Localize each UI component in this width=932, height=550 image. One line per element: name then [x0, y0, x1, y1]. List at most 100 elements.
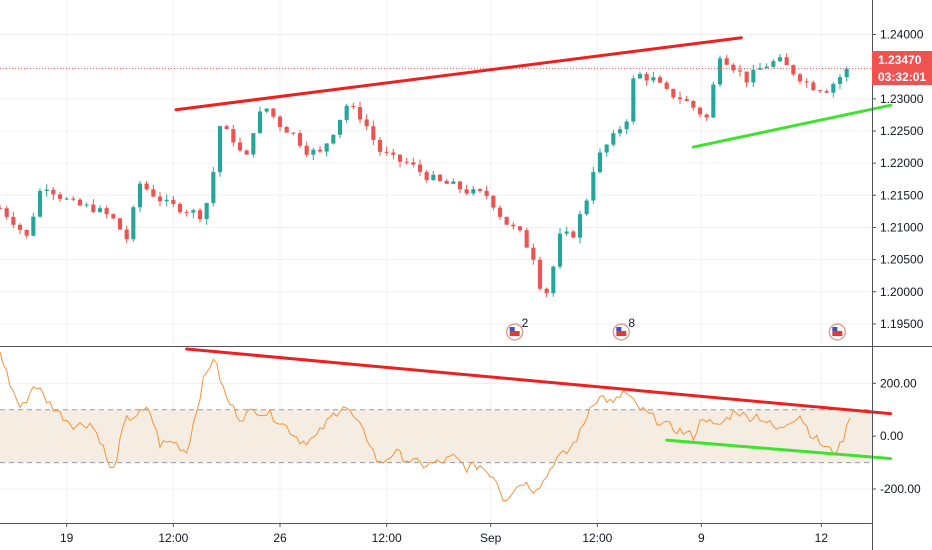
candle-body — [684, 99, 689, 102]
candle-body — [597, 152, 603, 173]
cci-line — [0, 351, 851, 502]
candle-body — [77, 199, 83, 206]
candle-body — [751, 69, 756, 83]
candle-body — [197, 210, 203, 220]
candle-body — [191, 210, 196, 213]
candle-body — [337, 119, 343, 135]
y-tick-label: 1.19500 — [880, 317, 924, 331]
candle-body — [424, 171, 429, 181]
candle-body — [744, 71, 749, 83]
y-tick-label: 1.22500 — [880, 124, 924, 138]
candle-body — [11, 216, 16, 225]
candle-body — [391, 152, 396, 155]
candle-body — [271, 108, 276, 117]
y-tick-label: 1.21000 — [880, 220, 924, 234]
y-tick-label: -200.00 — [880, 482, 921, 496]
candle-body — [524, 230, 529, 248]
y-tick-label: 1.24000 — [880, 28, 924, 42]
candle-body — [364, 119, 369, 127]
candle-body — [804, 81, 809, 83]
candle-body — [824, 91, 829, 93]
price-tag-value: 1.23470 — [878, 53, 922, 67]
candle-body — [351, 105, 356, 107]
x-tick-label: Sep — [480, 531, 502, 545]
candle-body — [844, 68, 849, 78]
candle-body — [204, 203, 209, 220]
candle-body — [624, 121, 629, 130]
candle-body — [291, 132, 296, 134]
cci-resistance-trendline[interactable] — [185, 347, 893, 416]
y-tick-label: 1.23000 — [880, 92, 924, 106]
flag-canton — [509, 327, 515, 331]
candle-body — [17, 224, 23, 230]
candle-body — [784, 57, 789, 66]
candle-body — [664, 82, 669, 89]
candle-body — [44, 189, 49, 191]
cci-series — [0, 351, 851, 502]
event-badge-count: 8 — [628, 316, 635, 330]
candle-body — [97, 208, 103, 212]
x-tick-label: 12:00 — [582, 531, 612, 545]
cci-support-trendline[interactable] — [665, 438, 893, 461]
candle-body — [604, 144, 609, 153]
candle-body — [151, 189, 156, 197]
x-tick-label: 26 — [273, 531, 287, 545]
candle-body — [297, 133, 303, 146]
y-tick-label: 1.20500 — [880, 253, 924, 267]
price-resistance-trendline[interactable] — [174, 36, 743, 112]
candle-body — [451, 181, 456, 184]
candle-body — [791, 65, 796, 75]
candle-body — [0, 208, 3, 210]
candle-body — [124, 229, 129, 240]
candle-body — [557, 233, 563, 267]
candle-body — [411, 162, 416, 165]
candle-body — [371, 126, 376, 140]
candle-body — [477, 189, 483, 191]
candle-body — [184, 212, 189, 214]
countdown-tag-value: 03:32:01 — [878, 70, 926, 84]
candle-body — [131, 207, 136, 240]
chart-grid — [0, 0, 872, 522]
candle-body — [491, 195, 496, 208]
x-tick-label: 12 — [815, 531, 829, 545]
candle-body — [331, 134, 336, 144]
trendlines[interactable] — [174, 36, 893, 461]
candle-body — [697, 107, 703, 115]
candle-body — [764, 66, 769, 69]
candle-body — [311, 149, 316, 155]
price-axis-labels: 1.19500 1.20000 1.20500 1.21000 1.21500 1.220… — [872, 28, 924, 496]
candle-body — [631, 78, 636, 122]
candle-body — [71, 198, 76, 200]
candle-body — [737, 70, 743, 72]
candle-body — [111, 214, 116, 219]
candle-body — [137, 183, 143, 208]
flag-stripes — [832, 331, 843, 336]
candle-body — [637, 73, 643, 79]
candle-body — [711, 84, 716, 118]
candle-body — [644, 73, 649, 81]
candle-body — [457, 181, 463, 190]
price-support-trendline[interactable] — [691, 103, 893, 149]
candle-body — [144, 183, 149, 190]
candle-body — [571, 231, 576, 238]
candle-body — [671, 88, 676, 98]
candle-body — [64, 198, 69, 200]
countdown-tag — [872, 68, 932, 85]
cci-band-fill — [0, 409, 872, 463]
candle-body — [584, 200, 589, 215]
candle-body — [591, 172, 596, 201]
candle-body — [24, 229, 29, 236]
y-tick-label: 1.21500 — [880, 188, 924, 202]
candle-body — [677, 97, 683, 100]
candle-body — [771, 61, 776, 67]
candle-body — [244, 150, 249, 155]
y-tick-label: 1.22000 — [880, 156, 924, 170]
event-badge-count: 2 — [522, 316, 529, 330]
candle-body — [431, 174, 436, 181]
candle-body — [484, 190, 489, 196]
candle-body — [37, 190, 43, 217]
